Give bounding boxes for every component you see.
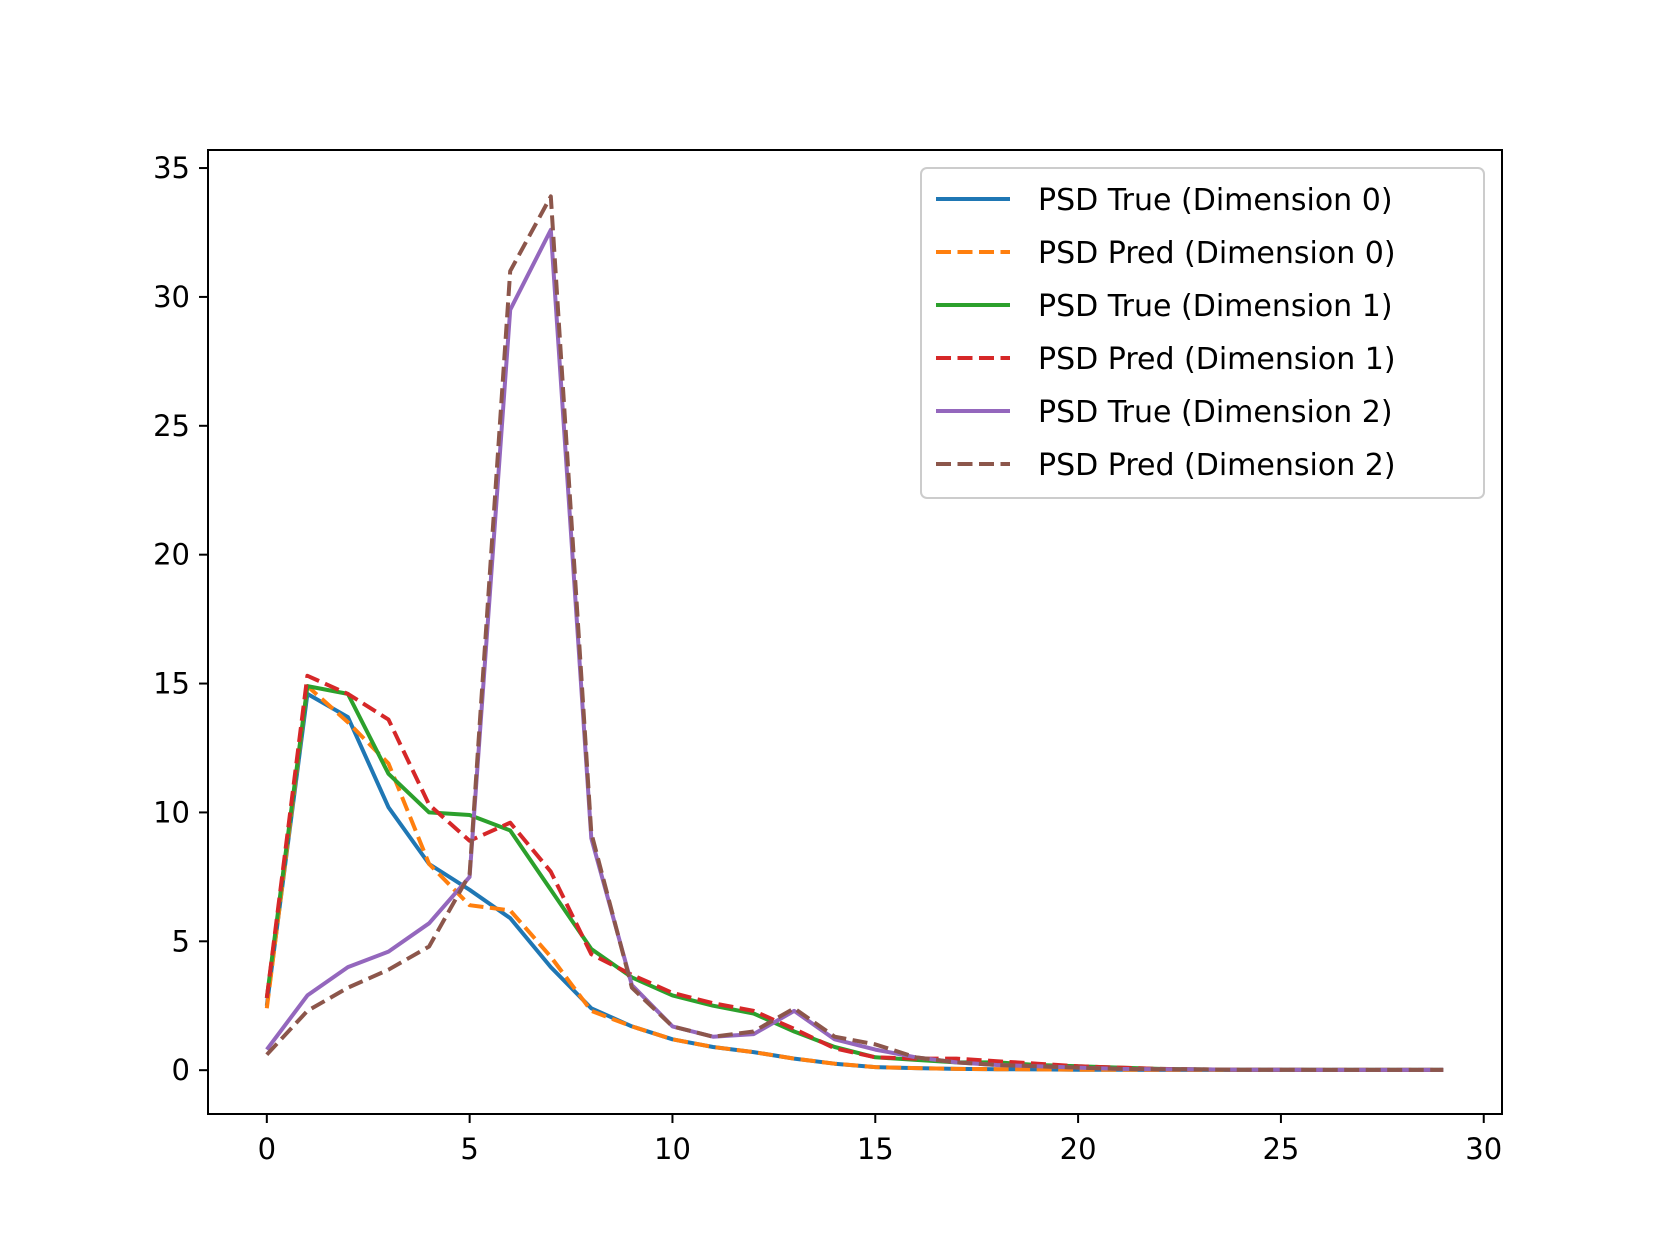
x-tick-label: 5 xyxy=(460,1132,478,1166)
legend-label-4: PSD True (Dimension 2) xyxy=(1038,395,1393,430)
plot-frame xyxy=(207,149,1503,1115)
x-axis: 0 5 10 15 20 25 30 xyxy=(258,1114,1502,1166)
y-tick-label: 20 xyxy=(153,538,190,572)
x-tick-label: 10 xyxy=(654,1132,691,1166)
y-axis: 0 5 10 15 20 25 30 35 xyxy=(153,151,208,1087)
y-tick-label: 30 xyxy=(153,280,190,314)
y-tick-label: 25 xyxy=(153,409,190,443)
legend-label-5: PSD Pred (Dimension 2) xyxy=(1038,448,1396,483)
legend-label-3: PSD Pred (Dimension 1) xyxy=(1038,342,1396,377)
legend-label-1: PSD Pred (Dimension 0) xyxy=(1038,236,1396,271)
x-tick-label: 0 xyxy=(258,1132,276,1166)
y-tick-label: 15 xyxy=(153,667,190,701)
y-tick-label: 35 xyxy=(153,151,190,185)
x-tick-label: 25 xyxy=(1262,1132,1299,1166)
y-tick-label: 10 xyxy=(153,795,190,829)
legend-label-0: PSD True (Dimension 0) xyxy=(1038,183,1393,218)
series-layer xyxy=(264,194,1444,1072)
legend-box xyxy=(920,167,1485,499)
y-tick-label: 0 xyxy=(172,1053,190,1087)
x-tick-label: 20 xyxy=(1060,1132,1097,1166)
series-line-1 xyxy=(264,684,1444,1072)
x-tick-label: 15 xyxy=(857,1132,894,1166)
legend-label-2: PSD True (Dimension 1) xyxy=(1038,289,1393,324)
x-tick-label: 30 xyxy=(1465,1132,1502,1166)
y-tick-label: 5 xyxy=(172,924,190,958)
legend: PSD True (Dimension 0) PSD Pred (Dimensio… xyxy=(920,167,1485,499)
series-line-5 xyxy=(265,194,1444,1072)
